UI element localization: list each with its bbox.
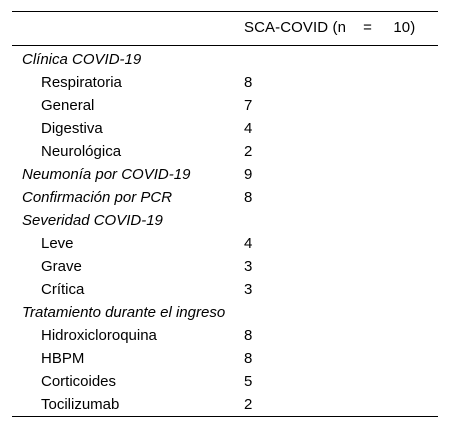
row-value: 4 — [244, 120, 253, 137]
data-table: SCA-COVID (n = 10) Clínica COVID-19 Respi… — [12, 11, 438, 417]
section-row: Severidad COVID-19 — [12, 209, 438, 232]
table-row: Digestiva 4 — [12, 117, 438, 140]
section-row: Clínica COVID-19 — [12, 48, 438, 71]
row-label: Respiratoria — [41, 74, 122, 91]
row-value: 4 — [244, 235, 253, 252]
table-body: Clínica COVID-19 Respiratoria 8 General 7 Dig… — [12, 46, 438, 416]
section-row: Neumonía por COVID-19 9 — [12, 163, 438, 186]
table-row: Tocilizumab 2 — [12, 393, 438, 416]
row-value: 8 — [244, 74, 253, 91]
row-value: 2 — [244, 396, 253, 413]
table-row: Respiratoria 8 — [12, 71, 438, 94]
section-row: Confirmación por PCR 8 — [12, 186, 438, 209]
row-label: General — [41, 97, 95, 114]
row-value: 3 — [244, 281, 253, 298]
table-row: Crítica 3 — [12, 278, 438, 301]
table-row: Leve 4 — [12, 232, 438, 255]
table-row: General 7 — [12, 94, 438, 117]
row-label: Tocilizumab — [41, 396, 120, 413]
row-label: Severidad COVID-19 — [22, 212, 163, 229]
table-row: Hidroxicloroquina 8 — [12, 324, 438, 347]
row-value: 8 — [244, 350, 253, 367]
row-label: Crítica — [41, 281, 85, 298]
row-label: Tratamiento durante el ingreso — [22, 304, 226, 321]
row-label: Neumonía por COVID-19 — [22, 166, 191, 183]
table-row: HBPM 8 — [12, 347, 438, 370]
row-label: Leve — [41, 235, 74, 252]
row-label: Neurológica — [41, 143, 122, 160]
row-label: Digestiva — [41, 120, 103, 137]
table-header: SCA-COVID (n = 10) — [12, 12, 438, 46]
row-value: 3 — [244, 258, 253, 275]
section-row: Tratamiento durante el ingreso — [12, 301, 438, 324]
column-header-sca-covid: SCA-COVID (n = 10) — [244, 19, 416, 36]
row-label: HBPM — [41, 350, 85, 367]
table-row: Neurológica 2 — [12, 140, 438, 163]
row-label: Corticoides — [41, 373, 117, 390]
row-label: Hidroxicloroquina — [41, 327, 157, 344]
table-row: Corticoides 5 — [12, 370, 438, 393]
row-value: 8 — [244, 327, 253, 344]
row-value: 7 — [244, 97, 253, 114]
row-value: 8 — [244, 189, 253, 206]
row-label: Confirmación por PCR — [22, 189, 173, 206]
row-value: 9 — [244, 166, 253, 183]
row-label: Clínica COVID-19 — [22, 51, 142, 68]
row-value: 5 — [244, 373, 253, 390]
row-value: 2 — [244, 143, 253, 160]
row-label: Grave — [41, 258, 82, 275]
table-row: Grave 3 — [12, 255, 438, 278]
